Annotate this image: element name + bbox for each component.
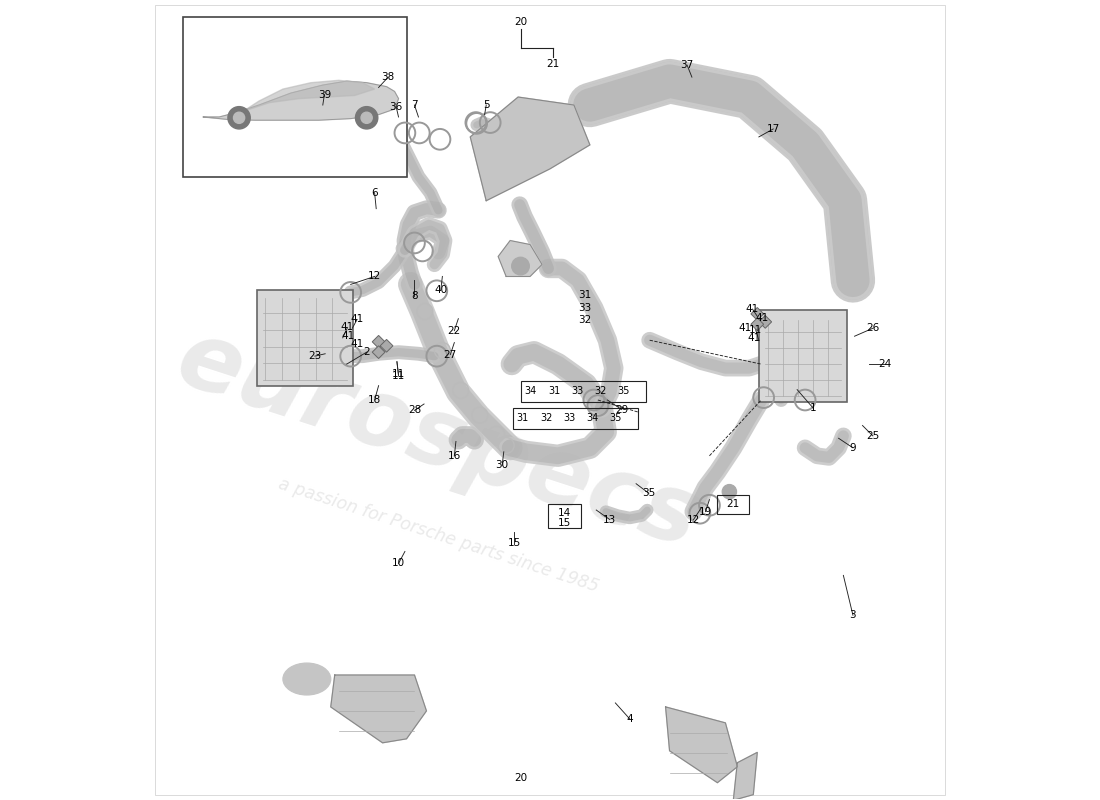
Text: 15: 15: [507, 538, 520, 549]
Text: 1: 1: [810, 403, 816, 413]
Text: 9: 9: [849, 443, 856, 453]
Text: 17: 17: [767, 124, 780, 134]
Polygon shape: [498, 241, 542, 277]
Text: 41: 41: [748, 333, 761, 343]
Polygon shape: [331, 675, 427, 743]
Polygon shape: [759, 315, 771, 328]
Text: 34: 34: [586, 414, 598, 423]
Text: 22: 22: [448, 326, 461, 336]
Text: 27: 27: [443, 350, 456, 359]
Text: a passion for Porsche parts since 1985: a passion for Porsche parts since 1985: [276, 475, 601, 596]
Ellipse shape: [283, 663, 331, 695]
Text: 32: 32: [579, 315, 592, 326]
Text: 4: 4: [626, 714, 632, 724]
Text: eurospecs: eurospecs: [166, 312, 711, 567]
Text: 5: 5: [483, 100, 490, 110]
Text: 18: 18: [368, 395, 382, 405]
Polygon shape: [751, 318, 763, 330]
Text: 33: 33: [579, 302, 592, 313]
Text: 40: 40: [434, 285, 448, 295]
Text: 16: 16: [448, 451, 461, 461]
Text: 41: 41: [739, 323, 752, 334]
Circle shape: [233, 112, 244, 123]
Circle shape: [512, 258, 529, 275]
Text: 11: 11: [749, 325, 762, 335]
Circle shape: [361, 112, 372, 123]
Text: 31: 31: [548, 386, 560, 396]
Circle shape: [723, 485, 737, 499]
Text: 35: 35: [642, 488, 656, 498]
Text: 33: 33: [571, 386, 583, 396]
Text: 12: 12: [686, 514, 700, 525]
Polygon shape: [751, 307, 763, 320]
Text: 23: 23: [308, 351, 321, 361]
Text: 11: 11: [392, 371, 405, 381]
Text: 7: 7: [411, 100, 418, 110]
Circle shape: [228, 106, 250, 129]
Text: 29: 29: [615, 405, 628, 414]
Text: 39: 39: [318, 90, 331, 100]
Text: 21: 21: [726, 499, 739, 510]
Text: 41: 41: [351, 314, 364, 325]
Text: 19: 19: [698, 506, 712, 517]
Text: 13: 13: [603, 514, 616, 525]
Text: 24: 24: [878, 359, 891, 369]
Text: 41: 41: [341, 322, 354, 333]
Text: 6: 6: [372, 188, 378, 198]
Polygon shape: [243, 80, 375, 111]
Text: 10: 10: [392, 558, 405, 569]
Text: 20: 20: [514, 773, 527, 783]
Polygon shape: [666, 707, 737, 782]
FancyBboxPatch shape: [184, 18, 407, 177]
Text: 15: 15: [558, 518, 571, 528]
Polygon shape: [734, 752, 757, 800]
Text: 41: 41: [342, 331, 355, 342]
Text: 31: 31: [517, 414, 529, 423]
Text: 30: 30: [496, 460, 508, 470]
Polygon shape: [204, 81, 398, 120]
Text: 36: 36: [389, 102, 403, 112]
Text: 20: 20: [514, 17, 527, 27]
Polygon shape: [471, 97, 590, 201]
Text: 34: 34: [525, 386, 537, 396]
Text: 41: 41: [351, 339, 364, 349]
Polygon shape: [381, 339, 393, 352]
Text: 35: 35: [609, 414, 622, 423]
Polygon shape: [372, 335, 385, 348]
Text: 41: 41: [746, 304, 759, 314]
Text: 8: 8: [411, 291, 418, 302]
Circle shape: [355, 106, 377, 129]
Text: 12: 12: [368, 271, 382, 282]
Text: 21: 21: [547, 58, 560, 69]
Text: 35: 35: [617, 386, 629, 396]
Text: 14: 14: [558, 508, 571, 518]
Text: 32: 32: [540, 414, 552, 423]
Text: 38: 38: [382, 72, 395, 82]
Text: 25: 25: [867, 431, 880, 441]
Text: 32: 32: [594, 386, 606, 396]
Text: 2: 2: [363, 347, 370, 357]
Text: 26: 26: [867, 323, 880, 334]
FancyBboxPatch shape: [256, 290, 353, 386]
Text: 28: 28: [408, 406, 421, 415]
Text: 41: 41: [756, 313, 769, 323]
Polygon shape: [372, 346, 385, 358]
Text: 31: 31: [579, 290, 592, 300]
Text: 3: 3: [849, 610, 856, 620]
Text: 11: 11: [392, 370, 405, 379]
Text: 37: 37: [681, 60, 694, 70]
FancyBboxPatch shape: [759, 310, 847, 402]
Text: 33: 33: [563, 414, 575, 423]
